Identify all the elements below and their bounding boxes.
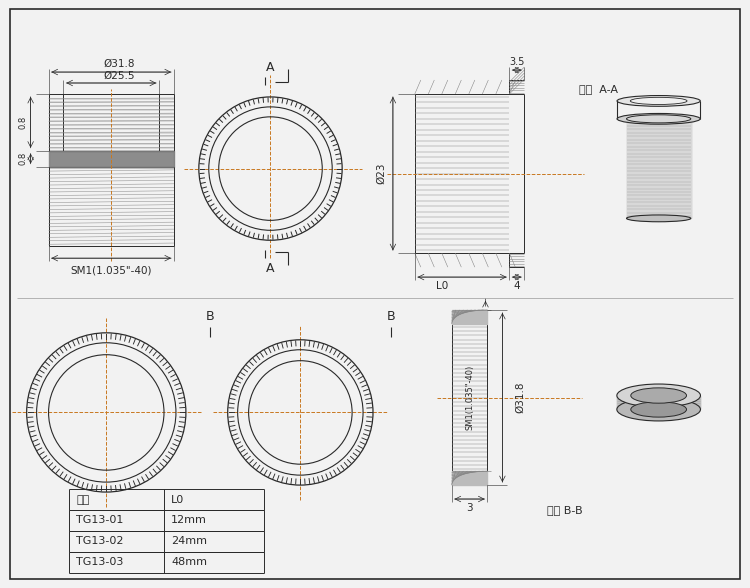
Text: L0: L0 [171, 495, 184, 505]
Text: Ø25.5: Ø25.5 [104, 71, 135, 81]
Ellipse shape [631, 402, 686, 417]
Text: A: A [266, 61, 274, 74]
Text: 型号: 型号 [76, 495, 90, 505]
Text: 3: 3 [466, 503, 472, 513]
Text: TG13-03: TG13-03 [76, 557, 124, 567]
Text: Ø23: Ø23 [376, 163, 386, 184]
Ellipse shape [626, 115, 691, 123]
FancyBboxPatch shape [10, 9, 740, 579]
Text: SM1(1.035"-40): SM1(1.035"-40) [465, 365, 474, 430]
Ellipse shape [631, 388, 686, 403]
Ellipse shape [626, 215, 691, 222]
Text: 0.8: 0.8 [18, 116, 27, 129]
Text: TG13-01: TG13-01 [76, 516, 124, 526]
Ellipse shape [617, 95, 701, 106]
Text: L0: L0 [436, 281, 448, 291]
Ellipse shape [616, 398, 701, 421]
Text: 24mm: 24mm [171, 536, 207, 546]
Text: Ø31.8: Ø31.8 [515, 382, 525, 413]
Text: 截面  A-A: 截面 A-A [579, 84, 618, 94]
Text: SM1(1.035"-40): SM1(1.035"-40) [70, 265, 152, 275]
Text: 截面 B-B: 截面 B-B [548, 505, 583, 515]
Text: B: B [386, 310, 395, 323]
Text: A: A [266, 262, 274, 275]
Text: 3.5: 3.5 [509, 57, 524, 67]
Text: 48mm: 48mm [171, 557, 207, 567]
Text: Ø31.8: Ø31.8 [104, 59, 135, 69]
Text: B: B [206, 310, 214, 323]
Text: 12mm: 12mm [171, 516, 207, 526]
Text: 0.8: 0.8 [18, 152, 27, 165]
Text: TG13-02: TG13-02 [76, 536, 124, 546]
Ellipse shape [616, 384, 701, 407]
Text: 4: 4 [514, 281, 520, 291]
Ellipse shape [630, 98, 687, 105]
Ellipse shape [617, 113, 701, 124]
